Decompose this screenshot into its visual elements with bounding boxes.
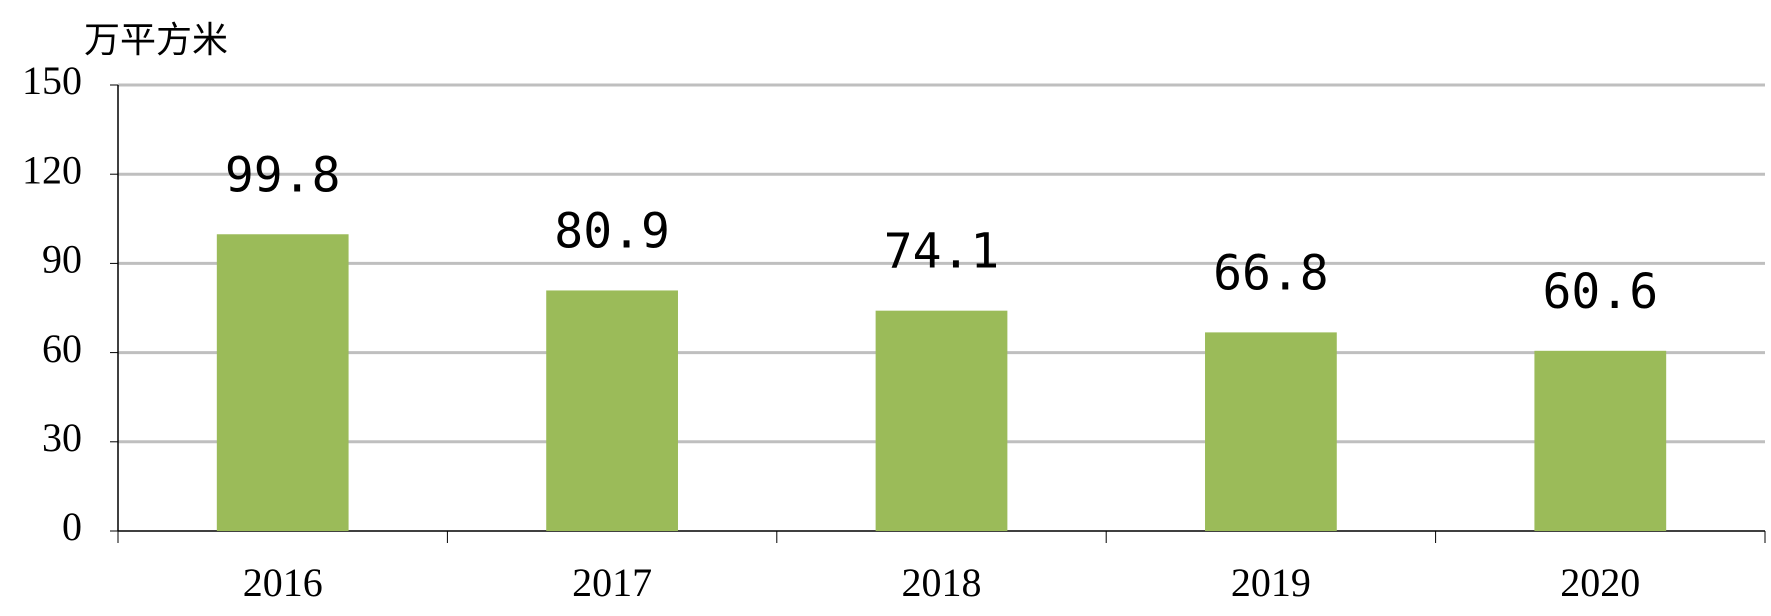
y-tick-label: 150 <box>22 58 82 103</box>
data-label: 60.6 <box>1543 264 1659 320</box>
x-tick-label: 2018 <box>902 560 982 605</box>
data-label: 99.8 <box>225 147 341 203</box>
bar <box>1534 350 1667 531</box>
bar <box>546 290 678 531</box>
data-label: 74.1 <box>884 224 1000 280</box>
y-tick-label: 90 <box>42 237 82 282</box>
data-label: 80.9 <box>554 203 670 259</box>
bar <box>875 310 1008 531</box>
y-tick-label: 0 <box>62 504 82 549</box>
y-tick-label: 60 <box>42 326 82 371</box>
bar <box>1205 332 1337 531</box>
x-tick-label: 2017 <box>572 560 652 605</box>
x-tick-label: 2019 <box>1231 560 1311 605</box>
bar <box>216 234 349 531</box>
y-tick-label: 30 <box>42 415 82 460</box>
y-tick-label: 120 <box>22 147 82 192</box>
x-tick-label: 2016 <box>243 560 323 605</box>
x-tick-label: 2020 <box>1560 560 1640 605</box>
data-label: 66.8 <box>1213 245 1329 301</box>
y-axis-label: 万平方米 <box>84 20 228 61</box>
